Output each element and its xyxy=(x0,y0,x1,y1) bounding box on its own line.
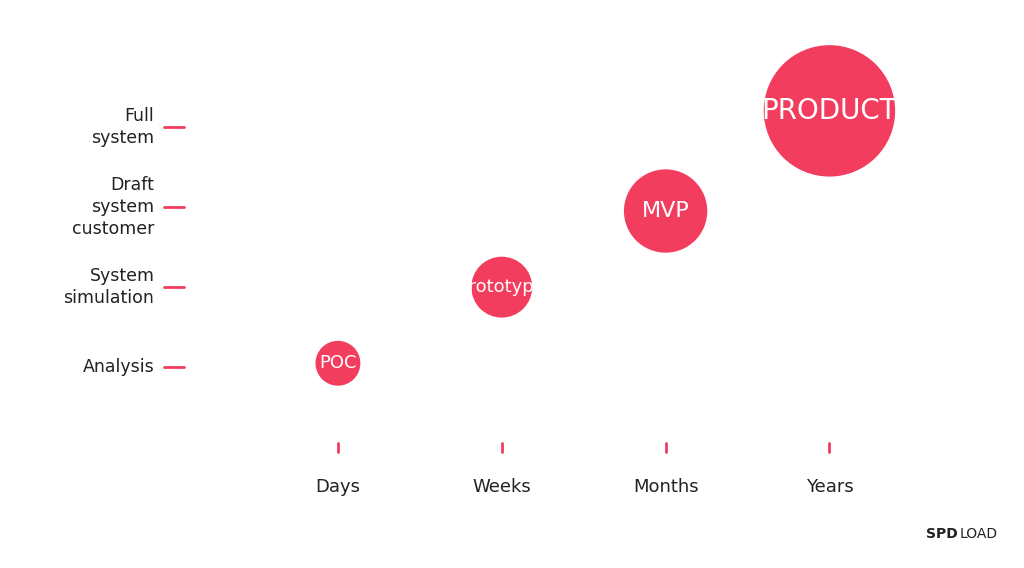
Text: Months: Months xyxy=(633,478,698,496)
Ellipse shape xyxy=(315,341,360,386)
Ellipse shape xyxy=(471,257,532,318)
Text: System
simulation: System simulation xyxy=(63,267,155,307)
Text: LOAD: LOAD xyxy=(959,527,997,541)
Ellipse shape xyxy=(624,169,708,253)
Text: POC: POC xyxy=(319,354,356,372)
Ellipse shape xyxy=(764,45,895,177)
Text: Weeks: Weeks xyxy=(472,478,531,496)
Text: Prototype: Prototype xyxy=(459,278,545,296)
Text: SPD: SPD xyxy=(926,527,957,541)
Text: Years: Years xyxy=(806,478,853,496)
Text: Analysis: Analysis xyxy=(83,358,155,376)
Text: PRODUCT: PRODUCT xyxy=(762,97,897,125)
Text: Draft
system
customer: Draft system customer xyxy=(72,176,155,238)
Text: MVP: MVP xyxy=(642,201,689,221)
Text: Days: Days xyxy=(315,478,360,496)
Text: Full
system: Full system xyxy=(91,107,155,147)
